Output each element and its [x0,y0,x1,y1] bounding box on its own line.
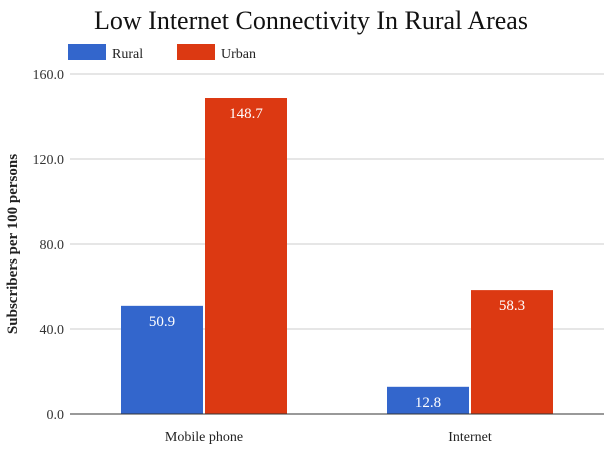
bar-urban [205,98,287,414]
legend: Rural Urban [68,44,256,62]
bar-value-label-rural: 12.8 [415,395,441,411]
bar-urban [471,290,553,414]
x-category-label: Internet [448,430,492,445]
bar-value-label-urban: 148.7 [229,106,263,122]
bar-rural [387,386,469,414]
bar-value-label-rural: 50.9 [149,314,175,330]
y-tick-label: 120.0 [33,153,65,168]
bar-value-label-urban: 58.3 [499,298,525,314]
legend-label-rural: Rural [112,47,143,62]
y-tick-label: 40.0 [40,323,65,338]
bars: 50.9 148.7 12.8 58.3 [121,98,553,414]
y-tick-label: 0.0 [47,408,65,423]
y-axis-label: Subscribers per 100 persons [5,154,21,334]
y-axis-ticks: 0.0 40.0 80.0 120.0 160.0 [33,68,65,423]
y-tick-label: 160.0 [33,68,65,83]
chart-title: Low Internet Connectivity In Rural Areas [94,6,528,35]
x-axis-category-labels: Mobile phone Internet [165,430,492,445]
y-tick-label: 80.0 [40,238,65,253]
bar-rural [121,305,203,414]
legend-swatch-rural [68,44,106,60]
x-category-label: Mobile phone [165,430,243,445]
legend-label-urban: Urban [221,47,256,62]
legend-swatch-urban [177,44,215,60]
